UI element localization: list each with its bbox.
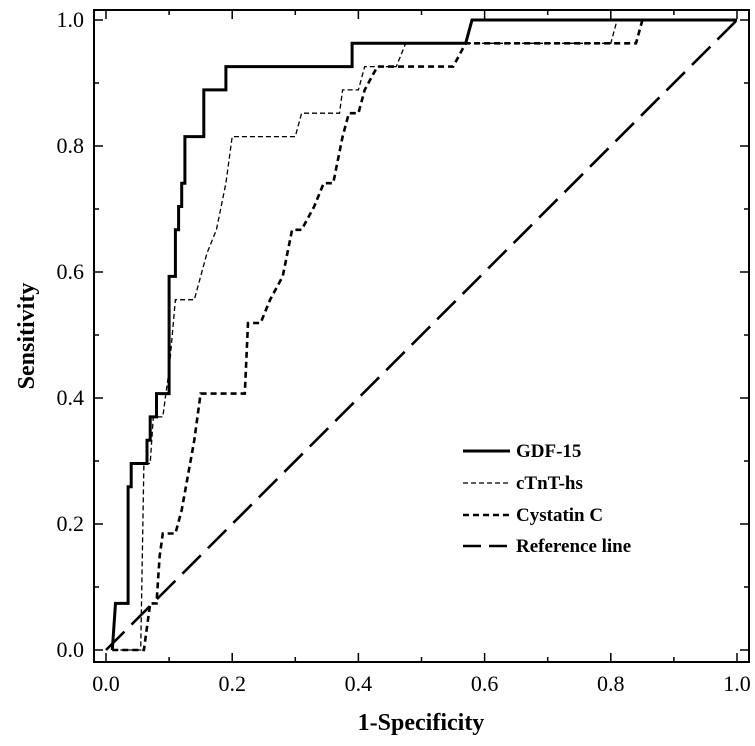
x-tick-label: 1.0	[723, 671, 751, 696]
y-tick-label: 0.6	[57, 259, 85, 284]
y-tick-labels: 0.0 0.2 0.4 0.6 0.8 1.0	[57, 7, 85, 662]
y-axis-title: Sensitivity	[14, 283, 40, 390]
legend: GDF-15 cTnT-hs Cystatin C Reference line	[463, 441, 631, 557]
series-line-4	[105, 19, 738, 651]
y-tick-label: 0.0	[57, 637, 85, 662]
legend-label: GDF-15	[516, 441, 581, 462]
y-tick-label: 0.4	[57, 385, 85, 410]
series-line-3	[112, 18, 737, 652]
x-tick-labels: 0.0 0.2 0.4 0.6 0.8 1.0	[92, 671, 751, 696]
series-line-2	[112, 19, 737, 651]
series-lines	[105, 18, 738, 652]
x-tick-label: 0.8	[597, 671, 625, 696]
x-tick-label: 0.2	[218, 671, 246, 696]
legend-label: Reference line	[516, 536, 631, 557]
series-line-1	[110, 18, 737, 651]
x-tick-label: 0.6	[471, 671, 499, 696]
axis-ticks	[94, 10, 749, 662]
x-axis-title: 1-Specificity	[358, 710, 485, 736]
x-tick-label: 0.0	[92, 671, 120, 696]
x-tick-label: 0.4	[345, 671, 373, 696]
y-tick-label: 0.2	[57, 511, 85, 536]
legend-label: cTnT-hs	[516, 473, 583, 494]
y-tick-label: 0.8	[57, 133, 85, 158]
y-tick-label: 1.0	[57, 7, 85, 32]
legend-label: Cystatin C	[516, 505, 603, 526]
